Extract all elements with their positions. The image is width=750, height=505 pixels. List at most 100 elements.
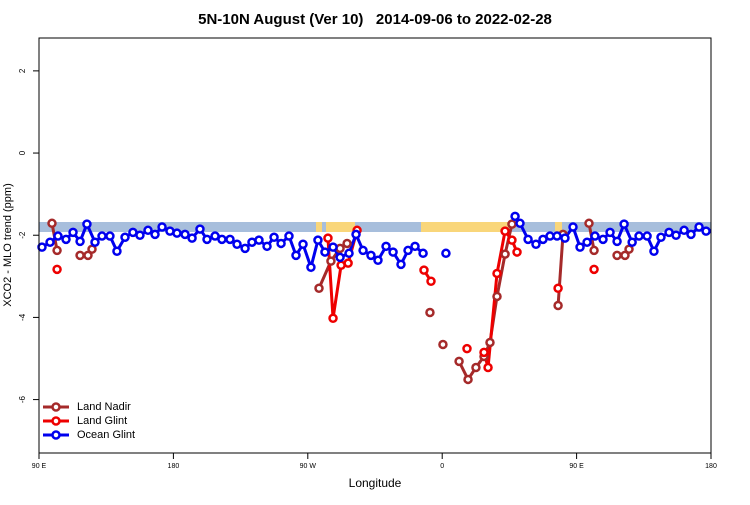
plot-frame <box>38 37 712 454</box>
data-point <box>575 242 585 252</box>
data-point <box>531 239 541 250</box>
data-point <box>671 230 681 240</box>
data-point <box>90 237 100 247</box>
data-point <box>298 239 308 250</box>
land-ocean-strip <box>39 222 711 232</box>
data-point <box>45 237 55 247</box>
data-point <box>269 232 279 243</box>
data-point <box>471 362 481 373</box>
data-point <box>441 248 451 259</box>
data-point <box>358 245 368 256</box>
data-point <box>202 234 212 245</box>
data-point <box>500 249 510 259</box>
data-point <box>438 339 448 350</box>
data-point <box>172 228 182 238</box>
data-point <box>515 218 525 229</box>
data-point <box>560 233 570 243</box>
ocean-strip <box>39 222 711 232</box>
data-point <box>679 225 689 236</box>
legend-marker <box>51 402 61 412</box>
y-tick-label: -6 <box>18 395 27 403</box>
data-point <box>686 229 696 240</box>
data-point <box>568 222 578 232</box>
land-strip <box>316 222 322 232</box>
data-point <box>485 337 495 348</box>
chart-title: 5N-10N August (Ver 10) 2014-09-06 to 202… <box>198 11 552 28</box>
legend-marker <box>51 430 61 440</box>
data-point <box>314 283 324 293</box>
y-tick-label: -2 <box>18 231 27 239</box>
data-point <box>612 236 622 247</box>
data-point <box>37 242 47 252</box>
data-point <box>313 235 323 245</box>
x-tick-label: 90 E <box>32 463 47 470</box>
data-point <box>510 211 520 222</box>
data-point <box>512 247 522 257</box>
data-point <box>492 268 502 279</box>
data-point <box>61 234 71 245</box>
data-point <box>418 248 428 259</box>
data-point <box>366 250 376 261</box>
legend-label: Ocean Glint <box>77 429 135 441</box>
x-tick-label: 0 <box>440 463 444 470</box>
data-point <box>500 226 510 236</box>
data-point <box>326 256 336 266</box>
data-point <box>335 252 345 263</box>
data-point <box>590 231 600 241</box>
data-point <box>483 362 493 373</box>
data-point <box>425 307 435 318</box>
data-point <box>53 231 63 241</box>
land-strip <box>555 222 562 232</box>
data-point <box>276 238 286 249</box>
data-point <box>284 231 294 241</box>
y-tick-label: -4 <box>18 313 27 321</box>
data-point <box>523 234 533 245</box>
data-point <box>83 250 93 261</box>
data-point <box>120 232 130 243</box>
data-point <box>584 218 594 229</box>
data-point <box>157 222 167 232</box>
data-point <box>254 235 264 245</box>
x-tick-label: 90 E <box>569 463 584 470</box>
data-point <box>649 246 659 257</box>
data-point <box>82 219 92 229</box>
data-point <box>180 229 190 240</box>
x-axis-label: Longitude <box>349 476 402 490</box>
plot-area <box>37 211 711 385</box>
data-point <box>396 259 406 270</box>
data-point <box>492 291 502 302</box>
data-point <box>454 356 464 367</box>
y-tick-label: 0 <box>18 150 27 155</box>
data-point <box>240 243 250 254</box>
data-point <box>97 231 107 241</box>
data-point <box>552 231 562 241</box>
legend-marker <box>51 416 61 426</box>
data-point <box>388 247 398 257</box>
data-point <box>598 234 608 245</box>
data-point <box>507 219 517 229</box>
data-point <box>225 234 235 245</box>
x-tick-label: 180 <box>168 463 180 470</box>
data-point <box>68 227 78 238</box>
data-point <box>47 218 57 229</box>
data-point <box>232 239 242 250</box>
legend-label: Land Glint <box>77 415 127 427</box>
data-point <box>701 226 711 236</box>
data-point <box>351 229 361 240</box>
data-point <box>343 258 353 268</box>
data-point <box>426 276 436 286</box>
data-point <box>381 241 391 252</box>
data-point <box>342 238 352 249</box>
data-point <box>195 224 205 234</box>
data-point <box>463 374 473 385</box>
data-point <box>479 347 489 358</box>
data-point <box>150 229 160 240</box>
data-point <box>642 231 652 241</box>
data-point <box>217 234 227 245</box>
data-point <box>627 237 637 247</box>
data-point <box>462 343 472 354</box>
data-point <box>112 246 122 257</box>
data-point <box>320 247 330 257</box>
data-point <box>143 225 153 236</box>
legend-label: Land Nadir <box>77 401 131 413</box>
